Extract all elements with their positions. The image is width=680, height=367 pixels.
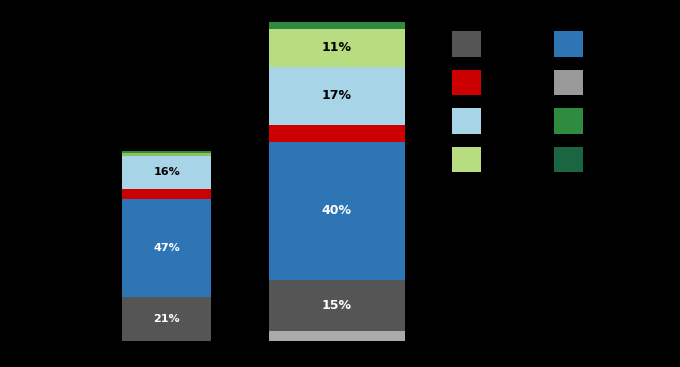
- Text: 15%: 15%: [322, 299, 352, 312]
- FancyBboxPatch shape: [122, 199, 211, 298]
- FancyBboxPatch shape: [122, 153, 211, 156]
- FancyBboxPatch shape: [452, 108, 481, 134]
- Text: 17%: 17%: [322, 89, 352, 102]
- FancyBboxPatch shape: [452, 147, 481, 172]
- FancyBboxPatch shape: [269, 22, 405, 29]
- Text: 21%: 21%: [153, 315, 180, 324]
- Text: 11%: 11%: [322, 41, 352, 54]
- FancyBboxPatch shape: [269, 142, 405, 280]
- Text: 47%: 47%: [153, 243, 180, 253]
- FancyBboxPatch shape: [122, 189, 211, 199]
- FancyBboxPatch shape: [269, 125, 405, 142]
- FancyBboxPatch shape: [554, 70, 583, 95]
- FancyBboxPatch shape: [269, 67, 405, 125]
- FancyBboxPatch shape: [452, 70, 481, 95]
- FancyBboxPatch shape: [554, 147, 583, 172]
- FancyBboxPatch shape: [269, 331, 405, 341]
- Text: 16%: 16%: [153, 167, 180, 177]
- FancyBboxPatch shape: [122, 156, 211, 189]
- Text: 40%: 40%: [322, 204, 352, 217]
- FancyBboxPatch shape: [269, 29, 405, 67]
- FancyBboxPatch shape: [122, 151, 211, 153]
- FancyBboxPatch shape: [452, 31, 481, 57]
- FancyBboxPatch shape: [554, 108, 583, 134]
- FancyBboxPatch shape: [122, 298, 211, 341]
- FancyBboxPatch shape: [269, 280, 405, 331]
- FancyBboxPatch shape: [554, 31, 583, 57]
